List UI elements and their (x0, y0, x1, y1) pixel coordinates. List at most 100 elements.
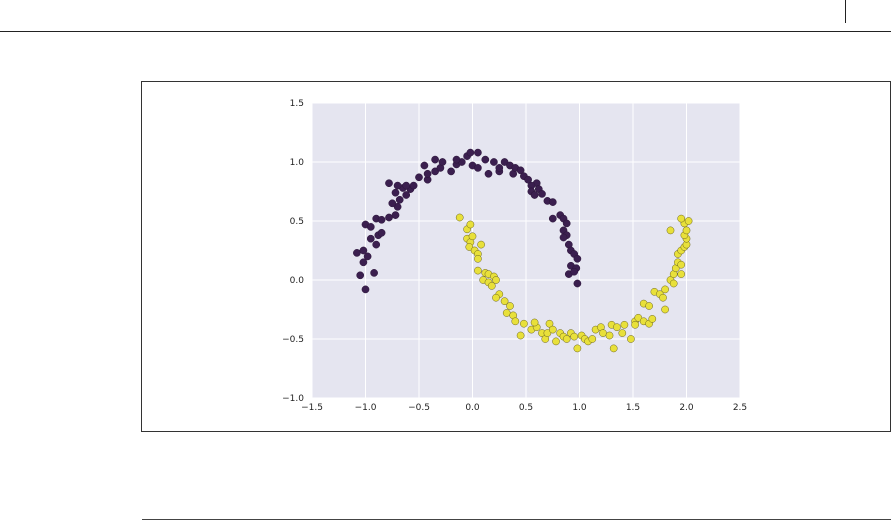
scatter-point-cluster-1 (516, 331, 525, 340)
scatter-point-cluster-1 (530, 318, 539, 327)
scatter-point-cluster-1 (677, 260, 686, 269)
scatter-point-cluster-0 (395, 195, 404, 204)
y-axis-tick-labels: −1.0 −0.5 0.0 0.5 1.0 1.5 (282, 99, 304, 404)
scatter-point-cluster-0 (393, 202, 402, 211)
scatter-point-cluster-1 (613, 323, 621, 332)
scatter-point-cluster-1 (618, 329, 627, 337)
scatter-point-cluster-0 (359, 258, 368, 267)
scatter-point-cluster-1 (666, 226, 675, 235)
scatter-point-cluster-1 (588, 335, 597, 343)
scatter-point-cluster-0 (500, 158, 509, 166)
scatter-point-cluster-0 (516, 166, 525, 175)
scatter-point-cluster-0 (370, 269, 378, 277)
scatter-point-cluster-0 (452, 155, 461, 164)
scatter-point-cluster-1 (645, 302, 653, 310)
scatter-point-cluster-0 (438, 158, 447, 166)
scatter-point-cluster-1 (659, 293, 667, 302)
scatter-point-cluster-0 (402, 181, 411, 190)
scatter-point-cluster-0 (490, 158, 498, 166)
scatter-point-cluster-1 (627, 335, 635, 343)
scatter-point-cluster-0 (372, 240, 381, 249)
scatter-point-cluster-1 (474, 266, 482, 275)
scatter-point-cluster-1 (620, 320, 629, 329)
y-tick-label: 1.0 (290, 158, 305, 168)
scatter-point-cluster-1 (492, 293, 500, 302)
scatter-point-cluster-0 (484, 169, 493, 178)
scatter-point-cluster-0 (495, 164, 504, 172)
x-tick-label: −1.5 (301, 403, 323, 413)
scatter-point-cluster-1 (552, 337, 560, 346)
y-tick-label: 0.0 (290, 276, 305, 286)
scatter-point-cluster-1 (605, 331, 614, 340)
header-tick-mark (845, 0, 846, 23)
scatter-point-cluster-0 (361, 285, 370, 294)
scatter-point-cluster-1 (573, 344, 582, 353)
scatter-point-cluster-1 (648, 315, 657, 323)
scatter-point-cluster-0 (393, 181, 402, 190)
scatter-point-cluster-1 (570, 332, 579, 341)
scatter-point-cluster-1 (669, 279, 678, 288)
scatter-point-cluster-0 (562, 219, 571, 228)
scatter-point-cluster-0 (385, 213, 393, 222)
scatter-point-cluster-1 (562, 335, 571, 343)
scatter-point-cluster-0 (481, 155, 490, 164)
scatter-point-cluster-1 (548, 325, 557, 334)
x-tick-label: −1.0 (355, 403, 377, 413)
data-points (353, 148, 693, 353)
scatter-point-cluster-1 (609, 344, 618, 353)
scatter-point-cluster-1 (677, 214, 686, 223)
scatter-point-cluster-1 (506, 302, 514, 310)
scatter-point-cluster-1 (502, 309, 511, 317)
y-tick-label: 1.5 (290, 99, 304, 109)
scatter-point-cluster-0 (366, 234, 375, 243)
scatter-point-cluster-0 (388, 199, 397, 208)
y-tick-label: −0.5 (282, 335, 304, 345)
scatter-chart: −1.0−0.50.00.51.01.5 −1.5 −1.0 −0.5 0.0 0.5 1… (282, 99, 747, 413)
scatter-point-cluster-0 (366, 223, 375, 231)
scatter-point-cluster-1 (492, 276, 500, 284)
scatter-point-cluster-0 (402, 191, 411, 199)
scatter-point-cluster-0 (363, 252, 372, 261)
scatter-point-cluster-0 (353, 249, 361, 257)
scatter-point-cluster-1 (631, 320, 639, 329)
x-tick-label: 2.5 (733, 403, 747, 413)
y-tick-label: −1.0 (282, 394, 304, 404)
scatter-point-cluster-0 (391, 188, 400, 197)
header-rule (0, 31, 891, 32)
y-tick-label: 0.5 (290, 217, 304, 227)
scatter-point-cluster-0 (524, 175, 532, 184)
scatter-point-cluster-0 (423, 169, 432, 178)
scatter-point-cluster-0 (356, 271, 365, 280)
scatter-point-cluster-0 (447, 167, 455, 176)
x-tick-label: 0.0 (465, 403, 480, 413)
scatter-point-cluster-1 (545, 319, 554, 328)
x-tick-label: 1.0 (572, 403, 587, 413)
scatter-point-cluster-1 (684, 217, 693, 225)
scatter-point-cluster-0 (548, 214, 557, 223)
scatter-point-cluster-1 (468, 232, 477, 241)
scatter-point-cluster-1 (511, 317, 520, 326)
scatter-point-cluster-0 (359, 246, 368, 255)
scatter-point-cluster-0 (431, 155, 439, 164)
scatter-point-cluster-0 (377, 228, 386, 237)
scatter-point-cluster-0 (385, 179, 393, 188)
scatter-point-cluster-1 (455, 213, 464, 222)
scatter-point-cluster-1 (677, 270, 686, 278)
scatter-point-cluster-0 (391, 211, 400, 219)
grid-lines (311, 102, 741, 399)
scatter-point-cluster-0 (415, 173, 423, 182)
scatter-point-cluster-1 (500, 297, 509, 306)
scatter-point-cluster-1 (543, 329, 552, 337)
scatter-point-cluster-1 (474, 254, 482, 263)
scatter-point-cluster-1 (520, 319, 528, 328)
scatter-point-cluster-1 (661, 305, 669, 314)
x-tick-label: 1.5 (626, 403, 640, 413)
scatter-point-cluster-0 (377, 215, 386, 224)
scatter-point-cluster-1 (634, 313, 643, 322)
scatter-point-cluster-1 (661, 285, 669, 294)
scatter-point-cluster-1 (466, 220, 475, 229)
x-tick-label: 0.5 (519, 403, 533, 413)
footer-rule (142, 519, 891, 520)
scatter-point-cluster-0 (559, 233, 568, 242)
scatter-point-cluster-0 (570, 267, 579, 276)
